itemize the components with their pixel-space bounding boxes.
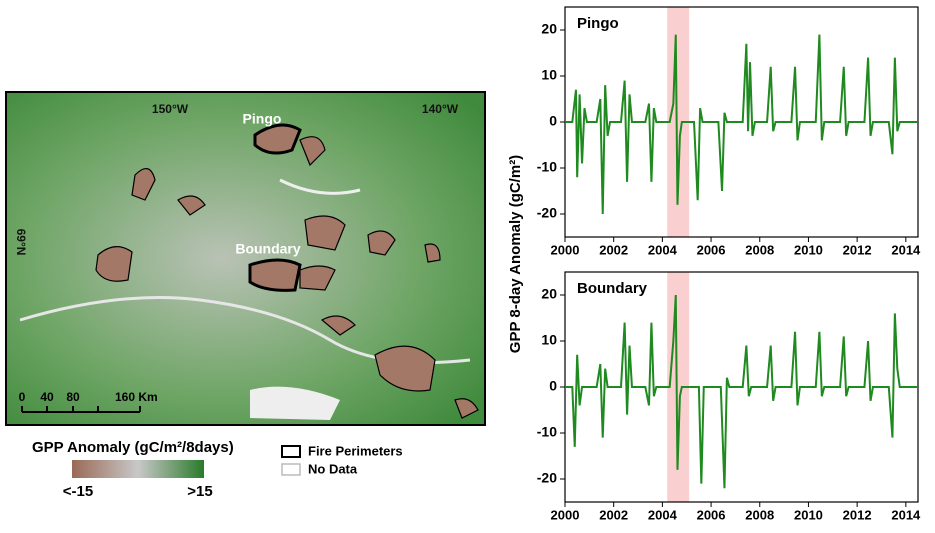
y-tick-label: -10 xyxy=(537,424,557,440)
y-tick-label: -10 xyxy=(537,159,557,175)
x-tick-label: 2000 xyxy=(551,507,580,522)
river xyxy=(279,178,361,195)
scale-label: 80 xyxy=(66,390,80,404)
highlight-band xyxy=(667,7,690,237)
site-label: Boundary xyxy=(235,241,301,257)
y-tick-label: 0 xyxy=(549,378,557,394)
x-tick-label: 2014 xyxy=(891,242,921,257)
colorbar xyxy=(72,460,204,478)
map: 150°W 140°W 69°N Pingo Boundary 0 40 80 … xyxy=(5,91,486,426)
legend-label: No Data xyxy=(308,461,358,476)
y-tick-label: 10 xyxy=(541,332,557,348)
scale-label: 40 xyxy=(40,390,54,404)
y-tick-label: 10 xyxy=(541,67,557,83)
x-tick-label: 2004 xyxy=(648,242,678,257)
colorbar-label: <-15 xyxy=(63,483,93,500)
chart-title: Pingo xyxy=(577,15,619,32)
fire-perimeters xyxy=(95,123,479,419)
nodata-area xyxy=(250,386,340,420)
y-tick-label: 20 xyxy=(541,286,557,302)
x-tick-label: 2002 xyxy=(599,242,628,257)
y-tick-label: 0 xyxy=(549,113,557,129)
x-tick-label: 2010 xyxy=(794,507,823,522)
legend-swatch xyxy=(281,463,301,476)
latitude-label: 69°N xyxy=(14,229,28,256)
chart-title: Boundary xyxy=(577,280,648,297)
x-tick-label: 2008 xyxy=(745,507,774,522)
x-tick-label: 2008 xyxy=(745,242,774,257)
y-tick-label: 20 xyxy=(541,21,557,37)
x-tick-label: 2012 xyxy=(843,242,872,257)
y-tick-label: -20 xyxy=(537,470,557,486)
series-line xyxy=(565,34,918,215)
x-tick-label: 2010 xyxy=(794,242,823,257)
scale-bar xyxy=(21,406,141,413)
x-tick-label: 2000 xyxy=(551,242,580,257)
legend-swatch xyxy=(281,445,301,458)
x-tick-label: 2004 xyxy=(648,507,678,522)
x-tick-label: 2006 xyxy=(697,242,726,257)
x-tick-label: 2006 xyxy=(697,507,726,522)
site-label: Pingo xyxy=(243,111,282,127)
y-tick-label: -20 xyxy=(537,205,557,221)
series-line xyxy=(565,294,918,489)
legend-label: Fire Perimeters xyxy=(308,443,403,458)
legend-title: GPP Anomaly (gC/m²/8days) xyxy=(32,439,234,456)
scale-label: 160 Km xyxy=(115,390,158,404)
scale-label: 0 xyxy=(19,390,26,404)
y-axis-label: GPP 8-day Anomaly (gC/m²) xyxy=(507,155,524,353)
highlight-band xyxy=(667,272,690,502)
x-tick-label: 2012 xyxy=(843,507,872,522)
x-tick-label: 2002 xyxy=(599,507,628,522)
colorbar-label: >15 xyxy=(187,483,212,500)
longitude-label: 150°W xyxy=(152,102,189,116)
x-tick-label: 2014 xyxy=(891,507,921,522)
longitude-label: 140°W xyxy=(422,102,459,116)
